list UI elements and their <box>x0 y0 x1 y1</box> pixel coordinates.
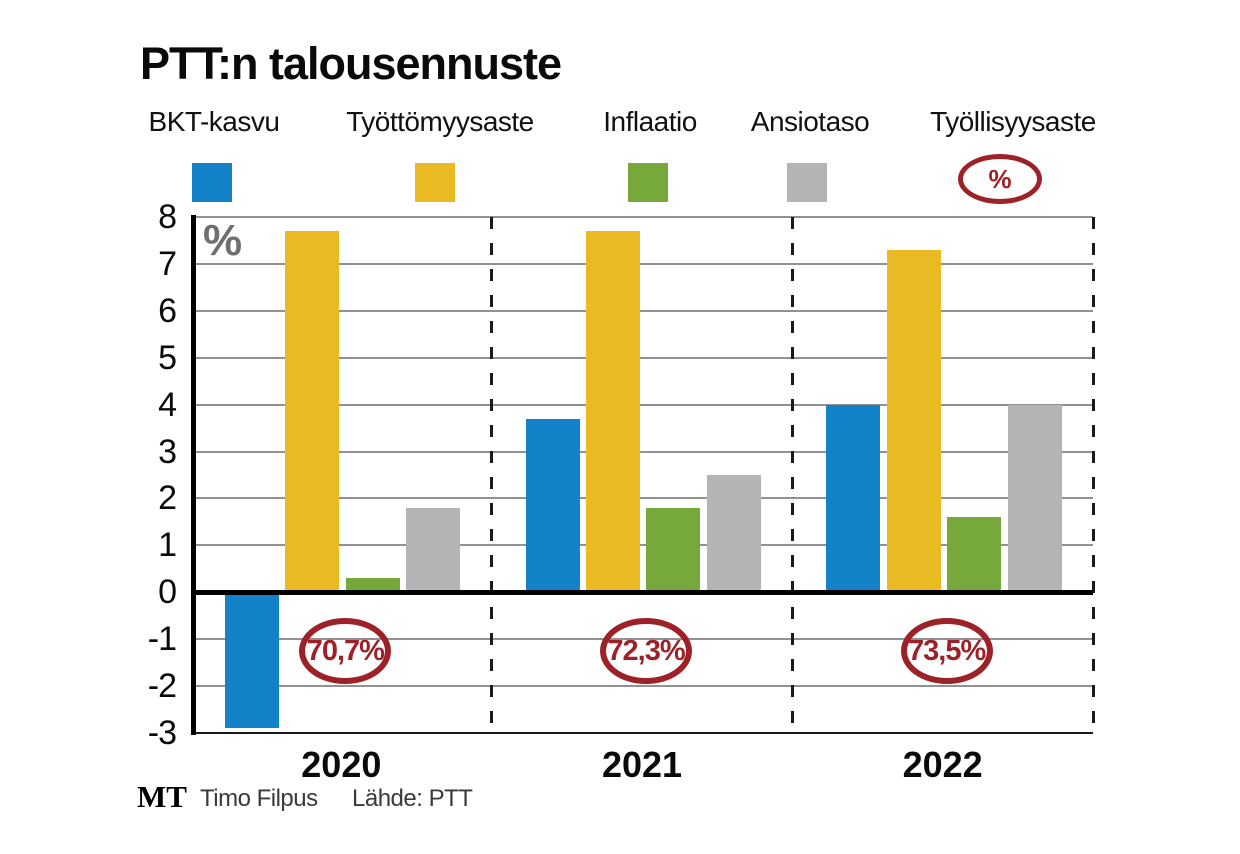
bar-bkt-kasvu-2021 <box>525 418 580 593</box>
bar-bkt-kasvu-2020 <box>225 592 279 729</box>
bar-ty-tt-myysaste-2020 <box>285 231 340 593</box>
legend-label: Ansiotaso <box>750 106 870 137</box>
source-text: Lähde: PTT <box>352 785 473 812</box>
y-tick-label: -1 <box>147 620 177 659</box>
bar-ansiotaso-2020 <box>406 507 461 593</box>
y-tick-label: -3 <box>147 714 177 752</box>
bar-inflaatio-2021 <box>646 507 701 593</box>
legend-swatch <box>192 163 232 202</box>
y-tick-label: 4 <box>158 385 177 424</box>
y-tick-label: 0 <box>158 573 177 612</box>
legend-label: Työllisyysaste <box>930 106 1096 137</box>
gridline <box>195 450 1093 453</box>
y-tick-label: 5 <box>158 338 177 377</box>
gridline <box>195 216 1093 218</box>
y-tick-label: -2 <box>147 667 177 706</box>
gridline <box>195 732 1093 734</box>
group-divider-dashed-line <box>790 217 794 733</box>
gridline <box>195 497 1093 500</box>
legend-label: Työttömyysaste <box>346 106 534 137</box>
employment-rate-badge: 72,3% <box>600 618 692 684</box>
legend-swatch <box>628 163 668 202</box>
percent-symbol: % <box>988 164 1012 194</box>
employment-rate-badge: 70,7% <box>299 618 392 684</box>
y-tick-label: 8 <box>158 198 177 236</box>
legend-label: Inflaatio <box>603 106 697 137</box>
employment-rate-value: 73,5% <box>908 634 986 667</box>
gridline <box>195 309 1093 312</box>
bar-ty-tt-myysaste-2022 <box>886 249 941 593</box>
bar-bkt-kasvu-2022 <box>826 404 881 593</box>
legend-swatch <box>415 163 455 202</box>
legend-label: BKT-kasvu <box>148 106 280 137</box>
mt-logo: MT <box>137 779 187 814</box>
bar-ansiotaso-2022 <box>1007 404 1062 593</box>
y-tick-label: 2 <box>158 479 177 518</box>
y-tick-label: 3 <box>158 432 177 471</box>
x-axis-category-label: 2020 <box>301 744 382 785</box>
bar-ansiotaso-2021 <box>706 475 761 593</box>
x-axis-category-label: 2021 <box>601 744 683 785</box>
legend-swatch <box>787 163 827 202</box>
bar-ty-tt-myysaste-2021 <box>586 231 641 593</box>
employment-rate-value: 72,3% <box>607 634 685 667</box>
y-axis-line <box>191 215 196 735</box>
y-tick-label: 7 <box>158 244 177 283</box>
group-divider-dashed-line <box>1091 217 1095 733</box>
employment-rate-value: 70,7% <box>306 634 385 667</box>
gridline <box>195 262 1093 265</box>
zero-baseline <box>191 589 1093 595</box>
gridline <box>195 685 1093 688</box>
y-tick-label: 1 <box>158 526 177 565</box>
employment-rate-badge: 73,5% <box>900 618 993 684</box>
bar-inflaatio-2020 <box>345 578 400 593</box>
legend-percent-ellipse: % <box>958 154 1042 204</box>
y-tick-label: 6 <box>158 291 177 330</box>
gridline <box>195 544 1093 547</box>
page-title: PTT:n talousennuste <box>140 38 562 89</box>
gridline <box>195 403 1093 406</box>
gridline <box>195 356 1093 359</box>
credit-text: Timo Filpus <box>200 785 318 812</box>
y-axis-unit-label: % <box>203 216 243 265</box>
bar-inflaatio-2022 <box>947 517 1002 593</box>
x-axis-category-label: 2022 <box>902 744 983 785</box>
group-divider-dashed-line <box>490 217 494 733</box>
